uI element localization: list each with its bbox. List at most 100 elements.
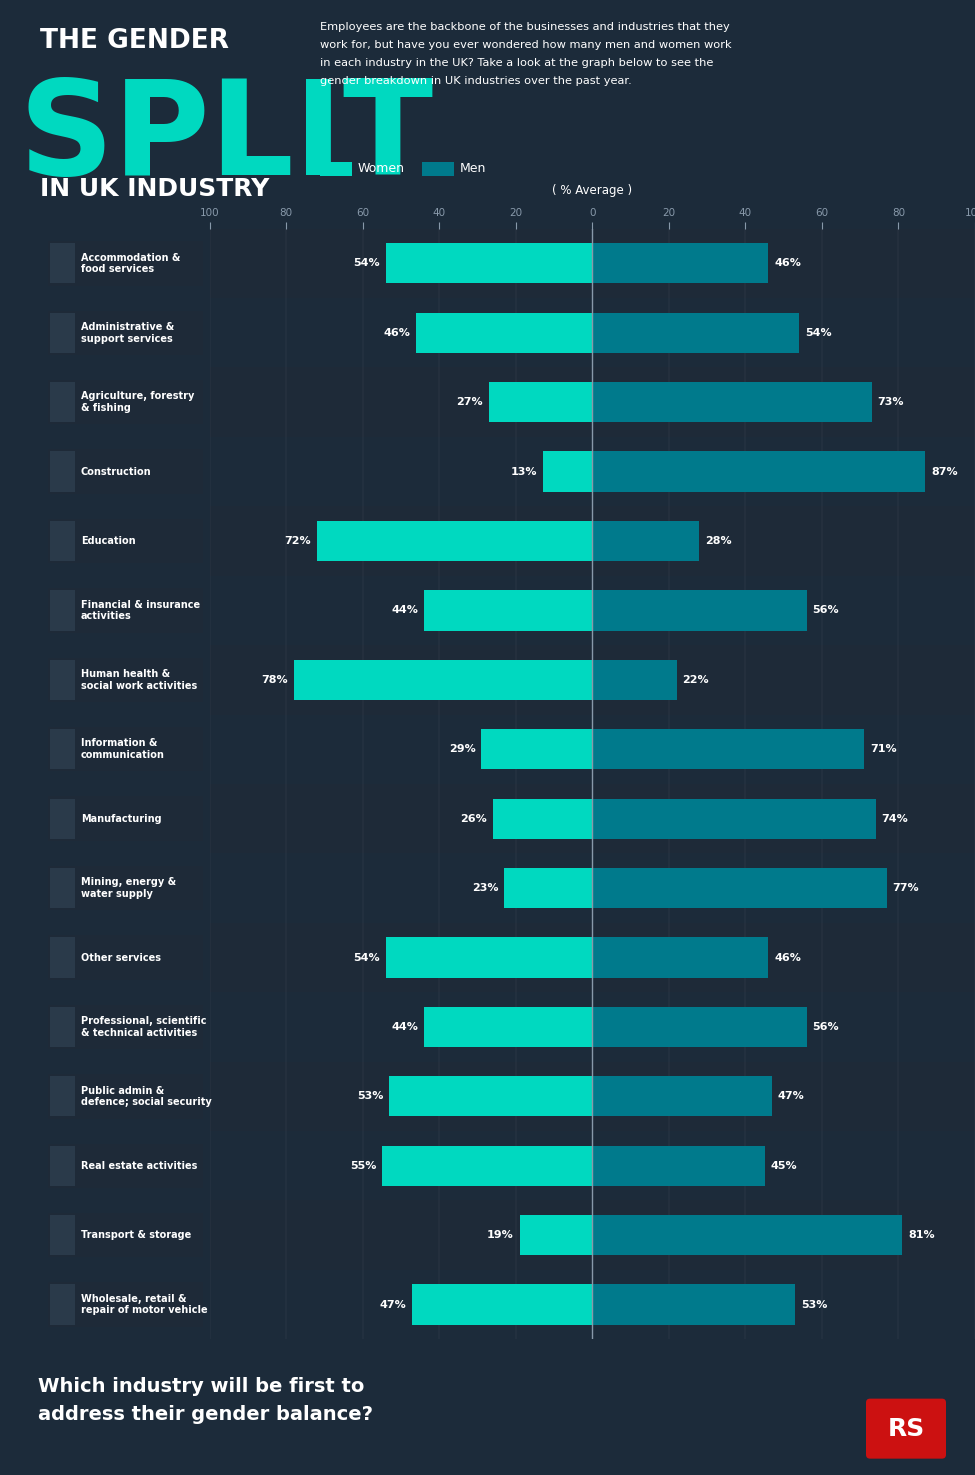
Bar <box>210 854 975 923</box>
Bar <box>210 229 975 298</box>
Bar <box>51 938 75 978</box>
Bar <box>593 243 768 283</box>
Text: 56%: 56% <box>812 605 838 615</box>
Bar <box>293 659 593 701</box>
Text: 44%: 44% <box>391 1022 418 1032</box>
Bar <box>489 382 593 422</box>
Text: 78%: 78% <box>261 676 288 684</box>
Text: 19%: 19% <box>488 1230 514 1240</box>
Bar <box>51 313 75 353</box>
Bar <box>424 590 593 630</box>
Bar <box>51 451 75 491</box>
Bar <box>210 1062 975 1131</box>
Text: Other services: Other services <box>81 953 161 963</box>
Bar <box>382 1146 593 1186</box>
Bar <box>51 729 75 770</box>
Bar <box>593 1215 902 1255</box>
Bar <box>48 727 204 771</box>
Text: Financial & insurance
activities: Financial & insurance activities <box>81 600 200 621</box>
Bar <box>412 1285 593 1325</box>
Text: gender breakdown in UK industries over the past year.: gender breakdown in UK industries over t… <box>320 77 632 86</box>
Bar <box>51 382 75 422</box>
Text: 47%: 47% <box>380 1299 407 1310</box>
Bar <box>48 311 204 355</box>
Text: Transport & storage: Transport & storage <box>81 1230 191 1240</box>
Text: 55%: 55% <box>350 1161 376 1171</box>
Text: Information &
communication: Information & communication <box>81 739 165 760</box>
Bar <box>482 729 593 770</box>
Bar <box>593 1285 796 1325</box>
Text: 54%: 54% <box>353 953 380 963</box>
Text: Women: Women <box>358 162 405 176</box>
Text: IN UK INDUSTRY: IN UK INDUSTRY <box>40 177 269 201</box>
Bar <box>48 866 204 910</box>
Bar <box>593 451 925 491</box>
Text: 54%: 54% <box>353 258 380 268</box>
Bar <box>210 506 975 575</box>
Text: Manufacturing: Manufacturing <box>81 814 161 823</box>
Text: 13%: 13% <box>510 466 537 476</box>
Text: Employees are the backbone of the businesses and industries that they: Employees are the backbone of the busine… <box>320 22 729 32</box>
Bar <box>210 993 975 1062</box>
Text: Human health &
social work activities: Human health & social work activities <box>81 670 197 690</box>
Bar <box>48 1282 204 1328</box>
Bar <box>210 923 975 993</box>
Bar <box>51 1285 75 1325</box>
Text: 22%: 22% <box>682 676 709 684</box>
Bar <box>51 590 75 630</box>
Bar <box>210 1270 975 1339</box>
Text: 44%: 44% <box>391 605 418 615</box>
Text: 73%: 73% <box>878 397 904 407</box>
Text: 71%: 71% <box>870 745 896 754</box>
Bar <box>51 521 75 560</box>
Bar <box>48 796 204 841</box>
Text: 77%: 77% <box>893 884 919 892</box>
Bar <box>593 798 876 839</box>
Bar <box>210 575 975 645</box>
Text: 26%: 26% <box>460 814 488 823</box>
Bar <box>593 659 677 701</box>
X-axis label: ( % Average ): ( % Average ) <box>552 183 633 196</box>
Bar <box>593 938 768 978</box>
Bar <box>593 729 864 770</box>
Text: work for, but have you ever wondered how many men and women work: work for, but have you ever wondered how… <box>320 40 731 50</box>
Bar <box>48 450 204 494</box>
Bar <box>520 1215 593 1255</box>
Text: RS: RS <box>887 1416 924 1441</box>
Text: Administrative &
support services: Administrative & support services <box>81 322 174 344</box>
Text: Education: Education <box>81 535 136 546</box>
Text: 47%: 47% <box>778 1092 804 1102</box>
Text: Real estate activities: Real estate activities <box>81 1161 197 1171</box>
Bar <box>51 1007 75 1047</box>
Text: 56%: 56% <box>812 1022 838 1032</box>
Bar <box>51 243 75 283</box>
Bar <box>48 1143 204 1187</box>
Bar <box>422 162 454 176</box>
Bar <box>48 589 204 633</box>
Bar <box>504 867 593 909</box>
Bar <box>542 451 593 491</box>
Bar <box>386 938 593 978</box>
Bar <box>210 1131 975 1201</box>
Bar <box>48 381 204 425</box>
Text: 74%: 74% <box>881 814 908 823</box>
Bar <box>210 1201 975 1270</box>
Bar <box>593 1007 806 1047</box>
Bar <box>48 240 204 286</box>
Bar <box>593 382 872 422</box>
Bar <box>320 162 352 176</box>
Bar <box>48 1212 204 1257</box>
Text: 81%: 81% <box>908 1230 935 1240</box>
Bar <box>48 1074 204 1118</box>
Bar <box>51 1077 75 1117</box>
Text: Men: Men <box>460 162 487 176</box>
Text: Public admin &
defence; social security: Public admin & defence; social security <box>81 1086 212 1108</box>
Text: 23%: 23% <box>472 884 498 892</box>
Text: Mining, energy &
water supply: Mining, energy & water supply <box>81 878 176 898</box>
Bar <box>424 1007 593 1047</box>
Text: 54%: 54% <box>804 327 832 338</box>
Bar <box>317 521 593 560</box>
Text: 72%: 72% <box>285 535 311 546</box>
Bar <box>210 298 975 367</box>
Bar <box>210 785 975 854</box>
